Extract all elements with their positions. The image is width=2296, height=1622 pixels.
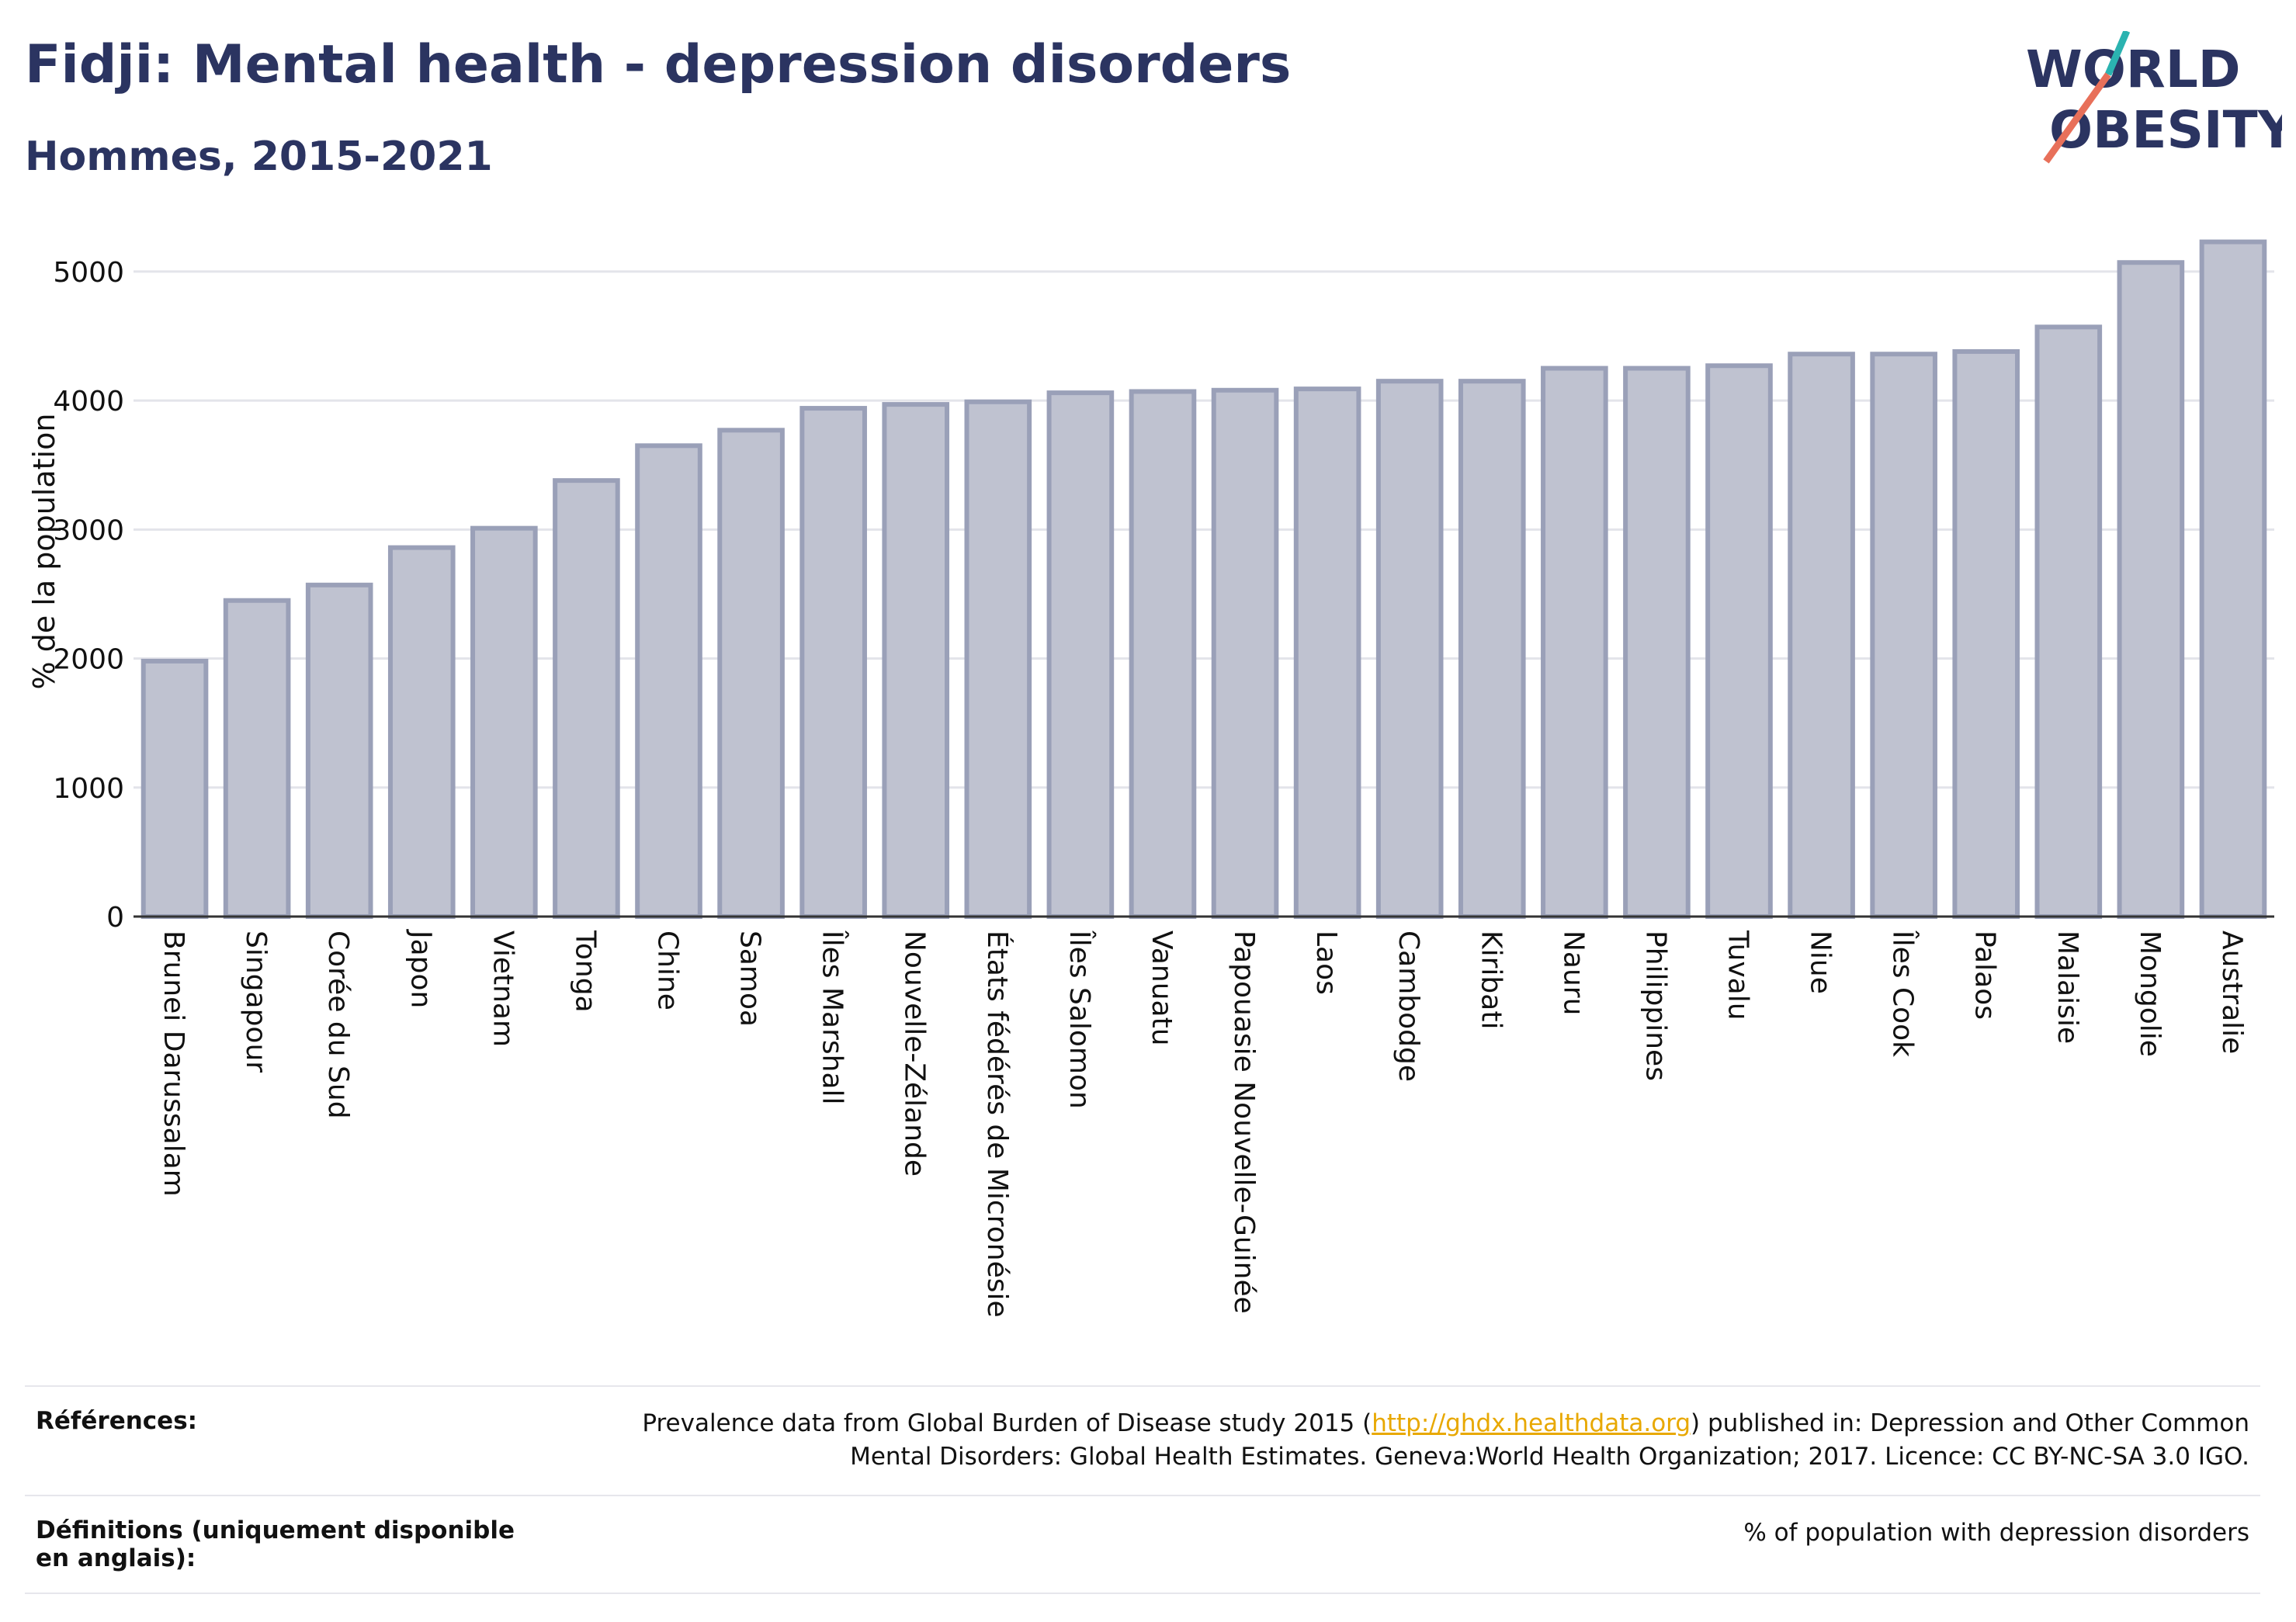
bar bbox=[223, 598, 291, 920]
world-obesity-logo: WORLD OBESITY bbox=[2026, 31, 2282, 164]
references-row: Références: Prevalence data from Global … bbox=[25, 1385, 2260, 1495]
bar bbox=[964, 399, 1032, 919]
logo-slash-coral bbox=[2043, 72, 2111, 164]
y-axis-label: % de la population bbox=[27, 414, 61, 690]
x-tick-label: Mongolie bbox=[2134, 931, 2166, 1057]
x-tick-label: Îles Marshall bbox=[817, 930, 849, 1105]
bar bbox=[553, 478, 620, 919]
references-link[interactable]: http://ghdx.healthdata.org bbox=[1372, 1409, 1691, 1437]
definitions-row: Définitions (uniquement disponible en an… bbox=[25, 1494, 2260, 1594]
bar bbox=[1129, 389, 1197, 919]
bar bbox=[1952, 348, 2020, 920]
x-tick-label: Corée du Sud bbox=[322, 931, 354, 1119]
y-tick-label: 1000 bbox=[53, 773, 124, 805]
bar bbox=[1293, 386, 1361, 919]
bar bbox=[1541, 366, 1608, 920]
x-tick-label: Chine bbox=[652, 931, 684, 1010]
x-axis-labels: Brunei Darussalam Singapour Corée du Sud Ja… bbox=[158, 929, 2248, 1318]
y-tick-label: 2000 bbox=[53, 644, 124, 676]
x-tick-label: Nauru bbox=[1557, 931, 1589, 1015]
bar bbox=[1788, 352, 1855, 920]
page-title: Fidji: Mental health - depression disord… bbox=[25, 34, 1292, 95]
x-tick-label: États fédérés de Micronésie bbox=[981, 931, 1014, 1318]
x-tick-label: Australie bbox=[2216, 931, 2248, 1054]
x-tick-label: Malaisie bbox=[2051, 931, 2083, 1044]
x-tick-label: Vietnam bbox=[487, 931, 519, 1047]
x-tick-label: Vanuatu bbox=[1146, 931, 1177, 1046]
bar bbox=[470, 525, 538, 920]
bar bbox=[387, 545, 456, 920]
y-tick-label: 3000 bbox=[53, 515, 124, 546]
x-tick-label: Kiribati bbox=[1475, 931, 1507, 1029]
logo-line1: WORLD bbox=[2026, 40, 2241, 99]
references-text: Prevalence data from Global Burden of Di… bbox=[543, 1385, 2260, 1495]
x-tick-label: Îles Salomon bbox=[1063, 930, 1096, 1109]
bar bbox=[2117, 260, 2185, 920]
x-tick-label: Palaos bbox=[1969, 931, 2001, 1020]
x-tick-label: Brunei Darussalam bbox=[158, 931, 189, 1197]
y-tick-label: 4000 bbox=[53, 386, 124, 418]
x-tick-label: Nouvelle-Zélande bbox=[899, 931, 931, 1177]
x-tick-label: Japon bbox=[404, 929, 436, 1008]
logo-line2: OBESITY bbox=[2049, 100, 2282, 160]
bar bbox=[717, 428, 785, 919]
x-tick-label: Cambodge bbox=[1393, 931, 1424, 1082]
x-tick-label: Singapour bbox=[240, 931, 272, 1073]
bar bbox=[1623, 366, 1691, 920]
page-subtitle: Hommes, 2015-2021 bbox=[25, 133, 493, 180]
y-axis-ticks: 0 1000 2000 3000 4000 5000 bbox=[53, 257, 124, 934]
bar bbox=[1705, 363, 1773, 919]
bar bbox=[799, 406, 867, 919]
x-tick-label: Niue bbox=[1805, 931, 1836, 994]
logo-slash-teal bbox=[2104, 31, 2131, 76]
y-tick-label: 0 bbox=[106, 902, 124, 934]
bar bbox=[882, 402, 950, 919]
x-tick-label: Laos bbox=[1310, 931, 1342, 995]
x-tick-label: Philippines bbox=[1639, 931, 1671, 1081]
bar bbox=[2034, 324, 2103, 919]
bar bbox=[1870, 352, 1937, 920]
y-tick-label: 5000 bbox=[53, 257, 124, 289]
references-label: Références: bbox=[25, 1385, 543, 1495]
bar bbox=[305, 582, 373, 919]
bar bbox=[1211, 387, 1279, 920]
x-tick-label: Tonga bbox=[569, 930, 601, 1013]
bar bbox=[1046, 390, 1115, 920]
x-tick-label: Papouasie Nouvelle-Guinée bbox=[1228, 931, 1260, 1314]
bar bbox=[1375, 379, 1444, 919]
bar bbox=[2199, 239, 2267, 919]
bar-chart: 0 1000 2000 3000 4000 5000 Brunei Darussalam S… bbox=[27, 239, 2274, 1318]
bar bbox=[1458, 379, 1526, 919]
definitions-text: % of population with depression disorder… bbox=[543, 1494, 2260, 1594]
bars bbox=[140, 239, 2267, 920]
bar bbox=[140, 658, 209, 919]
x-tick-label: Îles Cook bbox=[1887, 930, 1920, 1057]
bar bbox=[635, 443, 702, 919]
x-tick-label: Samoa bbox=[734, 931, 766, 1027]
references-table: Références: Prevalence data from Global … bbox=[25, 1385, 2260, 1594]
x-tick-label: Tuvalu bbox=[1722, 930, 1754, 1021]
definitions-label: Définitions (uniquement disponible en an… bbox=[25, 1494, 543, 1594]
